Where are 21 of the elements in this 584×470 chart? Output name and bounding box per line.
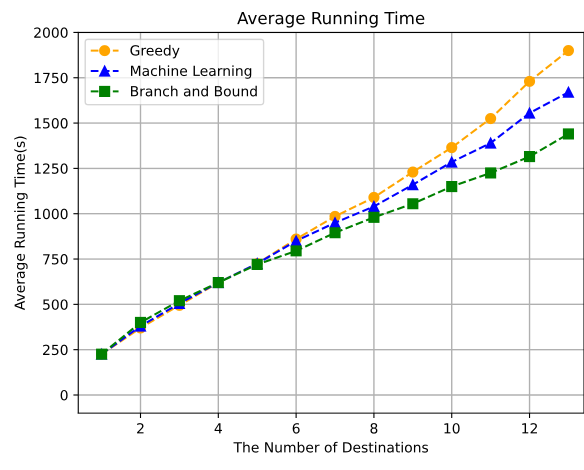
legend-label: Greedy	[130, 44, 180, 58]
y-tick-label: 1000	[34, 208, 68, 220]
legend-label: Branch and Bound	[131, 86, 257, 96]
x-tick-label: 12	[522, 423, 537, 434]
y-tick-label: 500	[43, 299, 68, 310]
y-tick-label: 250	[43, 344, 68, 356]
x-tick-label: 4	[214, 423, 222, 434]
x-tick-label: 2	[137, 423, 144, 434]
x-tick-label: 10	[444, 423, 460, 434]
x-axis-title: The Number of Destinations	[233, 442, 428, 453]
y-tick-label: 0	[60, 390, 68, 400]
y-tick-label: 1250	[34, 163, 68, 174]
legend-label: Machine Learning	[131, 65, 252, 79]
x-tick-label: 8	[370, 423, 378, 434]
x-tick-label: 6	[292, 423, 300, 434]
y-tick-label: 2000	[34, 27, 68, 38]
y-tick-label: 1750	[34, 72, 68, 84]
y-tick-label: 1500	[34, 118, 68, 129]
y-tick-label: 750	[43, 254, 68, 265]
y-axis-title: Average Running Time(s)	[14, 136, 28, 310]
chart-title: Average Running Time	[237, 11, 424, 28]
